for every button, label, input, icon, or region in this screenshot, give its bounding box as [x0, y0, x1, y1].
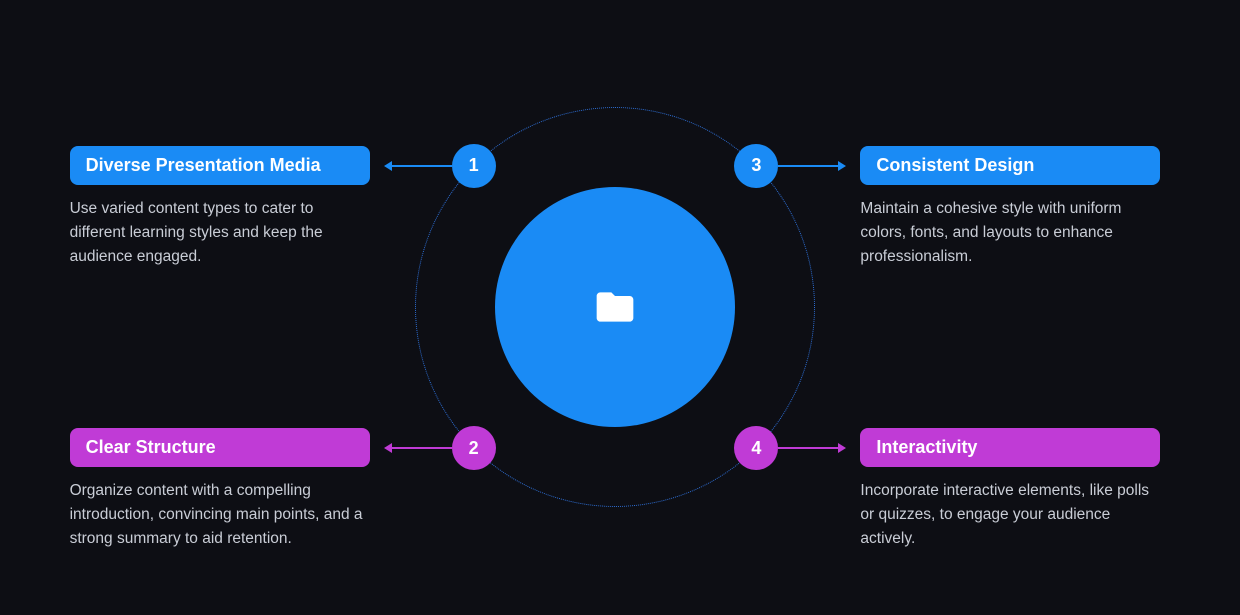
connector-2: [392, 447, 452, 449]
card-3-title: Consistent Design: [860, 146, 1160, 185]
card-1-desc: Use varied content types to cater to dif…: [70, 197, 370, 269]
connector-1: [392, 165, 452, 167]
card-2-desc: Organize content with a compelling intro…: [70, 479, 370, 551]
connector-4: [778, 447, 838, 449]
card-1: Diverse Presentation Media Use varied co…: [70, 146, 370, 269]
infographic-canvas: 1 2 3 4 Diverse Presentation Media Use v…: [0, 0, 1240, 615]
arrowhead-3: [838, 161, 846, 171]
node-4: 4: [734, 426, 778, 470]
node-2: 2: [452, 426, 496, 470]
node-1: 1: [452, 144, 496, 188]
arrowhead-1: [384, 161, 392, 171]
connector-3: [778, 165, 838, 167]
node-1-label: 1: [469, 155, 479, 176]
card-2: Clear Structure Organize content with a …: [70, 428, 370, 551]
node-4-label: 4: [751, 438, 761, 459]
node-2-label: 2: [469, 438, 479, 459]
node-3-label: 3: [751, 155, 761, 176]
card-2-title: Clear Structure: [70, 428, 370, 467]
card-4-desc: Incorporate interactive elements, like p…: [860, 479, 1160, 551]
card-4-title: Interactivity: [860, 428, 1160, 467]
card-3: Consistent Design Maintain a cohesive st…: [860, 146, 1160, 269]
center-circle: [495, 187, 735, 427]
arrowhead-4: [838, 443, 846, 453]
card-4: Interactivity Incorporate interactive el…: [860, 428, 1160, 551]
folder-icon: [593, 285, 637, 329]
arrowhead-2: [384, 443, 392, 453]
card-3-desc: Maintain a cohesive style with uniform c…: [860, 197, 1160, 269]
card-1-title: Diverse Presentation Media: [70, 146, 370, 185]
node-3: 3: [734, 144, 778, 188]
